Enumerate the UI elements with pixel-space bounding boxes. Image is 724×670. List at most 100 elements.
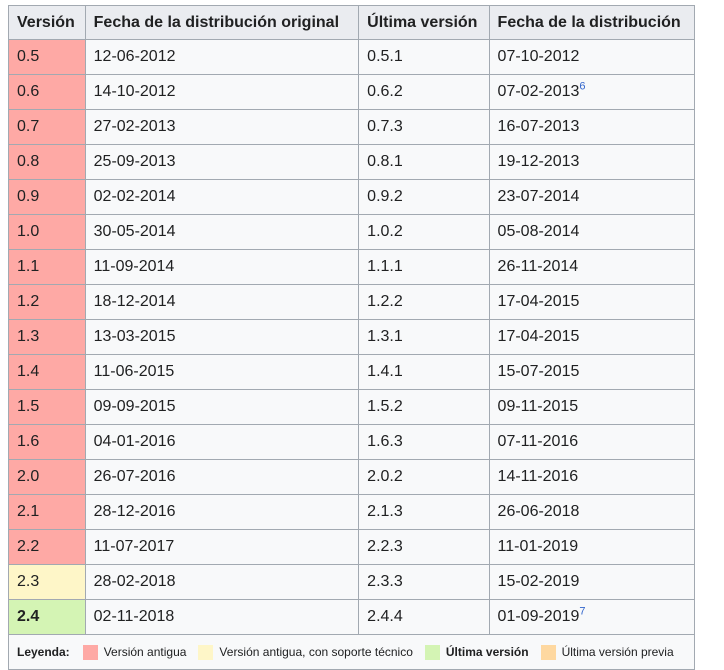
release-date-text: 15-02-2019 bbox=[497, 573, 580, 590]
legend-item: Última versión previa bbox=[540, 644, 674, 660]
legend-label: Versión antigua, con soporte técnico bbox=[219, 645, 413, 659]
release-date-text: 14-11-2016 bbox=[497, 468, 579, 485]
table-header-row: Versión Fecha de la distribución origina… bbox=[8, 5, 695, 40]
release-date-cell: 16-07-2013 bbox=[488, 109, 695, 145]
release-date-cell: 26-11-2014 bbox=[488, 249, 695, 285]
table-body: 0.5 12-06-2012 0.5.1 07-10-2012 0.6 14-10-201… bbox=[8, 39, 695, 635]
version-cell: 1.4 bbox=[8, 354, 86, 390]
release-date-cell: 07-10-2012 bbox=[488, 39, 695, 75]
legend-label: Última versión bbox=[445, 645, 529, 659]
table-row: 0.7 27-02-2013 0.7.3 16-07-2013 bbox=[8, 109, 695, 145]
header-original-date: Fecha de la distribución original bbox=[84, 5, 360, 40]
header-version: Versión bbox=[8, 5, 86, 40]
last-version-cell: 2.4.4 bbox=[358, 599, 490, 635]
table-row: 2.0 26-07-2016 2.0.2 14-11-2016 bbox=[8, 459, 695, 495]
last-version-cell: 0.5.1 bbox=[358, 39, 490, 75]
legend-swatch bbox=[198, 644, 214, 660]
version-cell: 0.7 bbox=[8, 109, 86, 145]
original-date-cell: 11-09-2014 bbox=[84, 249, 360, 285]
original-date-cell: 18-12-2014 bbox=[84, 284, 360, 320]
original-date-cell: 30-05-2014 bbox=[84, 214, 360, 250]
last-version-cell: 1.6.3 bbox=[358, 424, 490, 460]
table-row: 1.0 30-05-2014 1.0.2 05-08-2014 bbox=[8, 214, 695, 250]
legend-row: Leyenda: Versión antigua Versión antigua,… bbox=[8, 634, 695, 670]
table-row: 2.4 02-11-2018 2.4.4 01-09-20197 bbox=[8, 599, 695, 635]
release-date-text: 07-11-2016 bbox=[497, 433, 579, 450]
version-cell: 0.9 bbox=[8, 179, 86, 215]
table-row: 0.6 14-10-2012 0.6.2 07-02-20136 bbox=[8, 74, 695, 110]
version-cell: 2.4 bbox=[8, 599, 86, 635]
table-row: 1.1 11-09-2014 1.1.1 26-11-2014 bbox=[8, 249, 695, 285]
last-version-cell: 2.0.2 bbox=[358, 459, 490, 495]
last-version-cell: 0.9.2 bbox=[358, 179, 490, 215]
table-row: 1.3 13-03-2015 1.3.1 17-04-2015 bbox=[8, 319, 695, 355]
table-row: 1.5 09-09-2015 1.5.2 09-11-2015 bbox=[8, 389, 695, 425]
release-date-text: 15-07-2015 bbox=[497, 363, 580, 380]
table-row: 2.1 28-12-2016 2.1.3 26-06-2018 bbox=[8, 494, 695, 530]
table-row: 2.2 11-07-2017 2.2.3 11-01-2019 bbox=[8, 529, 695, 565]
header-last-version: Última versión bbox=[358, 5, 490, 40]
last-version-cell: 2.1.3 bbox=[358, 494, 490, 530]
release-date-cell: 17-04-2015 bbox=[488, 319, 695, 355]
release-date-cell: 01-09-20197 bbox=[488, 599, 695, 635]
last-version-cell: 2.3.3 bbox=[358, 564, 490, 600]
legend-item: Versión antigua bbox=[82, 644, 187, 660]
original-date-cell: 14-10-2012 bbox=[84, 74, 360, 110]
table-row: 0.8 25-09-2013 0.8.1 19-12-2013 bbox=[8, 144, 695, 180]
release-date-text: 09-11-2015 bbox=[497, 398, 579, 415]
legend: Leyenda: Versión antigua Versión antigua,… bbox=[17, 644, 686, 660]
release-date-cell: 07-11-2016 bbox=[488, 424, 695, 460]
release-date-text: 11-01-2019 bbox=[497, 538, 579, 555]
release-date-text: 26-06-2018 bbox=[497, 503, 580, 520]
release-date-text: 17-04-2015 bbox=[497, 293, 580, 310]
last-version-cell: 1.2.2 bbox=[358, 284, 490, 320]
original-date-cell: 02-11-2018 bbox=[84, 599, 360, 635]
reference-link[interactable]: 6 bbox=[579, 80, 586, 93]
table-row: 1.4 11-06-2015 1.4.1 15-07-2015 bbox=[8, 354, 695, 390]
original-date-cell: 11-07-2017 bbox=[84, 529, 360, 565]
legend-swatch bbox=[540, 644, 556, 660]
release-date-cell: 07-02-20136 bbox=[488, 74, 695, 110]
version-cell: 2.2 bbox=[8, 529, 86, 565]
legend-item: Versión antigua, con soporte técnico bbox=[198, 644, 413, 660]
last-version-cell: 1.5.2 bbox=[358, 389, 490, 425]
original-date-cell: 12-06-2012 bbox=[84, 39, 360, 75]
original-date-cell: 13-03-2015 bbox=[84, 319, 360, 355]
version-cell: 0.6 bbox=[8, 74, 86, 110]
last-version-cell: 1.3.1 bbox=[358, 319, 490, 355]
release-date-cell: 09-11-2015 bbox=[488, 389, 695, 425]
last-version-cell: 1.1.1 bbox=[358, 249, 490, 285]
release-date-cell: 11-01-2019 bbox=[488, 529, 695, 565]
table-row: 0.5 12-06-2012 0.5.1 07-10-2012 bbox=[8, 39, 695, 75]
table-row: 1.2 18-12-2014 1.2.2 17-04-2015 bbox=[8, 284, 695, 320]
version-cell: 1.2 bbox=[8, 284, 86, 320]
table-row: 1.6 04-01-2016 1.6.3 07-11-2016 bbox=[8, 424, 695, 460]
legend-label: Versión antigua bbox=[103, 645, 187, 659]
table-row: 0.9 02-02-2014 0.9.2 23-07-2014 bbox=[8, 179, 695, 215]
legend-swatch bbox=[424, 644, 440, 660]
last-version-cell: 1.4.1 bbox=[358, 354, 490, 390]
reference-link[interactable]: 7 bbox=[579, 605, 586, 618]
original-date-cell: 27-02-2013 bbox=[84, 109, 360, 145]
original-date-cell: 28-02-2018 bbox=[84, 564, 360, 600]
original-date-cell: 11-06-2015 bbox=[84, 354, 360, 390]
last-version-cell: 2.2.3 bbox=[358, 529, 490, 565]
release-date-text: 07-10-2012 bbox=[497, 48, 580, 65]
release-date-cell: 15-07-2015 bbox=[488, 354, 695, 390]
legend-title: Leyenda: bbox=[17, 645, 70, 659]
version-cell: 1.3 bbox=[8, 319, 86, 355]
release-date-text: 07-02-2013 bbox=[497, 83, 580, 100]
last-version-cell: 1.0.2 bbox=[358, 214, 490, 250]
version-cell: 2.0 bbox=[8, 459, 86, 495]
release-date-text: 17-04-2015 bbox=[497, 328, 580, 345]
release-date-cell: 26-06-2018 bbox=[488, 494, 695, 530]
release-date-text: 19-12-2013 bbox=[497, 153, 580, 170]
original-date-cell: 26-07-2016 bbox=[84, 459, 360, 495]
release-date-cell: 23-07-2014 bbox=[488, 179, 695, 215]
release-date-text: 26-11-2014 bbox=[497, 258, 579, 275]
last-version-cell: 0.8.1 bbox=[358, 144, 490, 180]
release-date-cell: 19-12-2013 bbox=[488, 144, 695, 180]
version-cell: 1.6 bbox=[8, 424, 86, 460]
release-date-text: 01-09-2019 bbox=[497, 608, 580, 625]
release-date-cell: 15-02-2019 bbox=[488, 564, 695, 600]
